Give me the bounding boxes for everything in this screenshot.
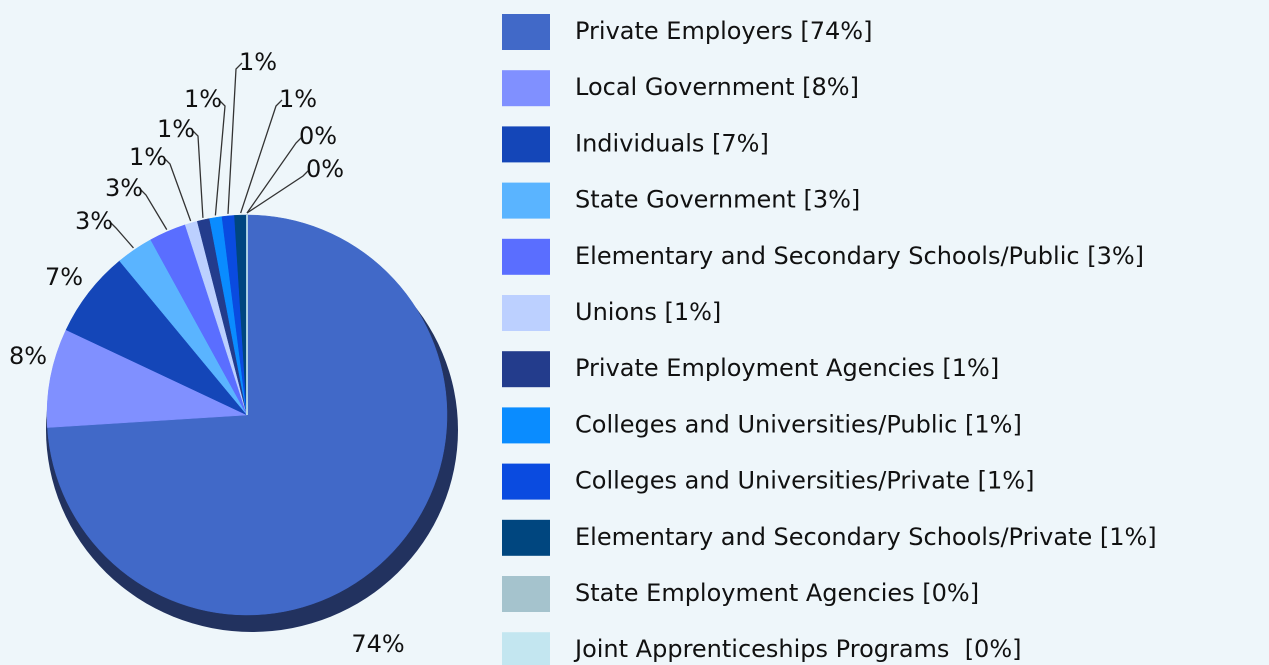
legend-swatch bbox=[502, 519, 550, 556]
pie-labels: 74%8%7%3%3%1%1%1%1%1%0%0% bbox=[9, 48, 405, 658]
leader-line bbox=[240, 99, 283, 214]
leader-line bbox=[214, 99, 226, 216]
pie-value-label: 1% bbox=[239, 48, 277, 76]
legend-swatch bbox=[502, 576, 550, 612]
legend-label: Elementary and Secondary Schools/Private… bbox=[575, 523, 1157, 551]
legend-label: Unions [1%] bbox=[575, 298, 721, 326]
legend-label: State Employment Agencies [0%] bbox=[575, 579, 979, 607]
legend-swatch bbox=[502, 238, 550, 275]
pie-slice bbox=[46, 329, 248, 428]
pie-value-label: 74% bbox=[351, 630, 404, 658]
leader-line bbox=[227, 62, 243, 214]
pie-value-label: 3% bbox=[105, 174, 143, 202]
legend-swatch bbox=[502, 14, 550, 50]
leader-line bbox=[163, 157, 192, 222]
legend-label: Colleges and Universities/Private [1%] bbox=[575, 467, 1034, 495]
pie-value-label: 0% bbox=[299, 122, 337, 150]
legend-swatch bbox=[502, 351, 550, 388]
leader-line bbox=[246, 169, 310, 214]
legend-swatch bbox=[502, 632, 550, 665]
pie-value-label: 8% bbox=[9, 342, 47, 370]
legend-label: Joint Apprenticeships Programs [0%] bbox=[573, 635, 1022, 663]
legend-swatch bbox=[502, 126, 550, 163]
pie-value-label: 1% bbox=[157, 115, 195, 143]
pie-value-label: 0% bbox=[306, 155, 344, 183]
legend-label: Elementary and Secondary Schools/Public … bbox=[575, 242, 1144, 270]
legend-swatch bbox=[502, 463, 550, 500]
legend-label: Local Government [8%] bbox=[575, 73, 859, 101]
legend-label: Individuals [7%] bbox=[575, 129, 769, 157]
pie-value-label: 3% bbox=[75, 207, 113, 235]
leader-line bbox=[246, 136, 303, 214]
pie bbox=[46, 214, 448, 616]
legend-swatch bbox=[502, 182, 550, 219]
pie-value-label: 1% bbox=[279, 85, 317, 113]
legend-label: Colleges and Universities/Public [1%] bbox=[575, 410, 1022, 438]
legend-label: Private Employment Agencies [1%] bbox=[575, 354, 999, 382]
legend-swatch bbox=[502, 70, 550, 107]
legend-swatch bbox=[502, 295, 550, 331]
leader-line bbox=[191, 129, 204, 218]
leader-line bbox=[139, 188, 168, 230]
legend-label: Private Employers [74%] bbox=[575, 17, 872, 45]
pie-value-label: 1% bbox=[129, 143, 167, 171]
pie-value-label: 7% bbox=[45, 263, 83, 291]
pie-value-label: 1% bbox=[184, 85, 222, 113]
legend-label: State Government [3%] bbox=[575, 186, 860, 214]
legend-swatch bbox=[502, 407, 550, 444]
leader-line bbox=[109, 221, 134, 249]
legend: Private Employers [74%] Local Government … bbox=[502, 14, 1157, 665]
